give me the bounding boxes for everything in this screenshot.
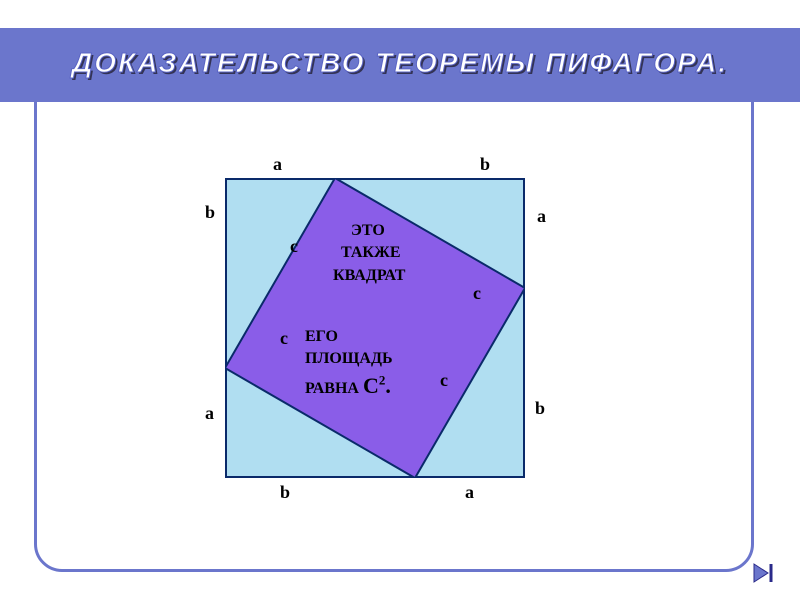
next-slide-button[interactable] bbox=[752, 562, 778, 584]
label-right-b: b bbox=[535, 398, 545, 419]
c-squared: С2. bbox=[363, 373, 391, 398]
inner-text-line6-prefix: РАВНА bbox=[305, 380, 363, 397]
label-top-b: b bbox=[480, 154, 490, 175]
label-c-top-left: c bbox=[290, 236, 298, 257]
label-bottom-a: a bbox=[465, 482, 474, 503]
inner-text-line5: ПЛОЩАДЬ bbox=[305, 348, 393, 370]
label-c-top-right: c bbox=[473, 283, 481, 304]
inner-text-block-1: ЭТО ТАКЖЕ КВАДРАТ bbox=[333, 220, 405, 287]
label-left-b: b bbox=[205, 202, 215, 223]
inner-text-line4: ЕГО bbox=[305, 326, 393, 348]
inner-text-line2: ТАКЖЕ bbox=[333, 242, 405, 264]
label-left-a: a bbox=[205, 403, 214, 424]
inner-text-line1: ЭТО bbox=[333, 220, 405, 242]
inner-text-block-2: ЕГО ПЛОЩАДЬ РАВНА С2. bbox=[305, 326, 393, 402]
inner-text-line3: КВАДРАТ bbox=[333, 265, 405, 287]
label-c-bottom-left: c bbox=[280, 328, 288, 349]
pythagoras-diagram: a b a b a b a b c c c c ЭТО ТАКЖЕ КВАДРА… bbox=[225, 178, 525, 478]
title-text: ДОКАЗАТЕЛЬСТВО ТЕОРЕМЫ ПИФАГОРА. bbox=[72, 47, 728, 79]
c2-suffix: . bbox=[385, 373, 391, 398]
label-right-a: a bbox=[537, 206, 546, 227]
label-top-a: a bbox=[273, 154, 282, 175]
c2-base: С bbox=[363, 373, 379, 398]
label-bottom-b: b bbox=[280, 482, 290, 503]
next-slide-icon bbox=[752, 562, 778, 584]
inner-text-line6: РАВНА С2. bbox=[305, 371, 393, 402]
label-c-bottom-right: c bbox=[440, 370, 448, 391]
title-bar: ДОКАЗАТЕЛЬСТВО ТЕОРЕМЫ ПИФАГОРА. bbox=[0, 28, 800, 98]
title-underline bbox=[0, 98, 800, 102]
